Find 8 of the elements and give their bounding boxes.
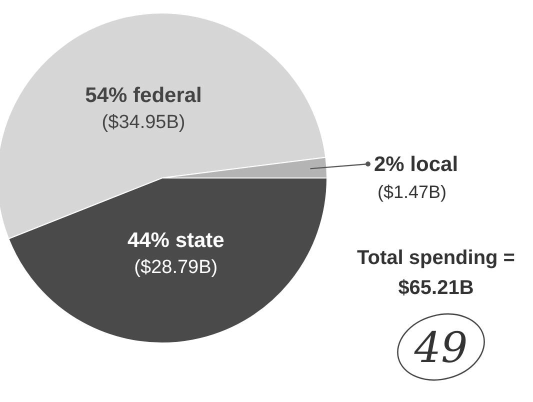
slice-label: 2% local [374, 153, 458, 176]
text: 49 [413, 323, 468, 372]
text: ($1.47B) [377, 182, 447, 202]
slice-label: 44% state [127, 228, 224, 252]
text: Total spending = $65.21B [357, 247, 515, 299]
text: ($34.95B) [102, 112, 186, 134]
text: ($28.79B) [134, 256, 218, 278]
slice-label: 54% federal [85, 84, 202, 108]
